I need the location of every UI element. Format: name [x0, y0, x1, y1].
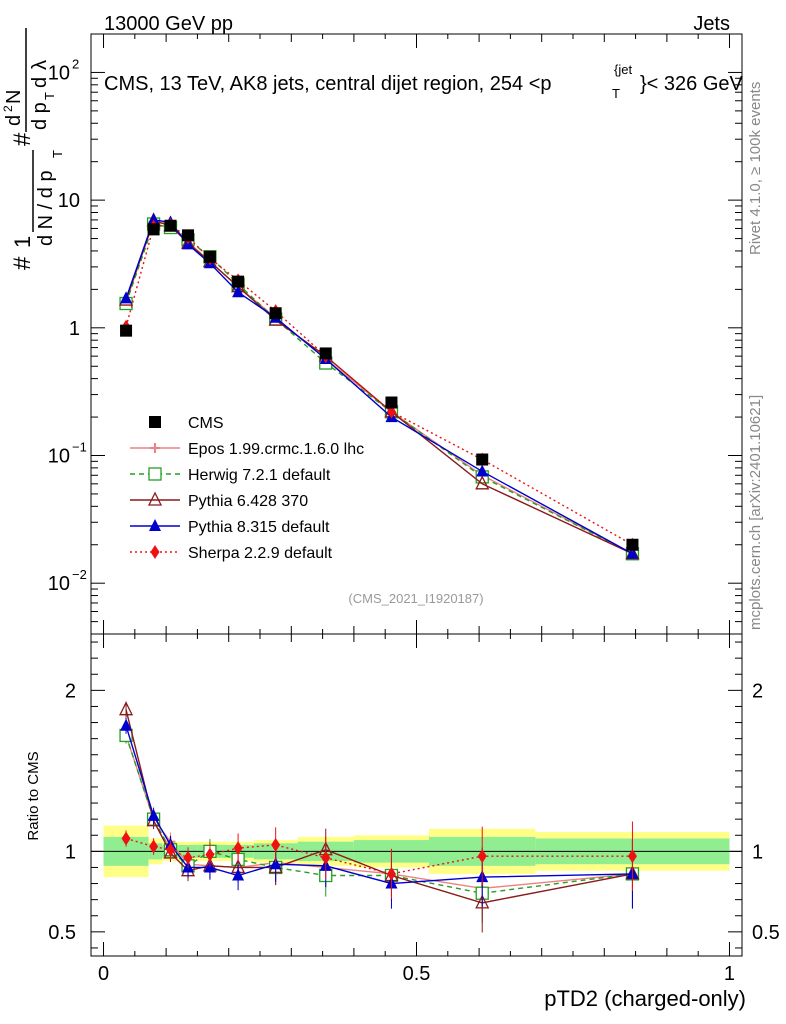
x-tick-label: 1 [724, 963, 735, 985]
y-tick-exponent: −2 [72, 567, 87, 582]
y-tick-label-main: 10 [48, 62, 70, 84]
cms-data-point [164, 219, 177, 232]
point-main [626, 546, 639, 559]
point-main [475, 475, 490, 490]
point-ratio [269, 857, 282, 870]
beam-label: 13000 GeV pp [104, 13, 233, 35]
point-ratio [477, 849, 487, 864]
y-tick-label-main: 10 [58, 190, 80, 212]
point-ratio [627, 849, 637, 864]
legend-marker [148, 467, 162, 481]
cms-data-point [120, 324, 133, 337]
svg-text:λ: λ [29, 60, 51, 70]
y-tick-label-ratio-right: 1 [752, 841, 763, 863]
point-ratio [120, 718, 133, 731]
point-ratio [119, 701, 134, 716]
point-ratio [205, 847, 215, 862]
svg-text:N: N [3, 90, 25, 104]
point-ratio [149, 839, 159, 854]
cms-data-point [182, 229, 195, 242]
svg-text:T: T [42, 92, 57, 100]
y-tick-label-ratio: 1 [65, 841, 76, 863]
point-ratio [165, 842, 175, 857]
legend-label: Herwig 7.2.1 default [188, 467, 331, 484]
series-cms-data [120, 219, 639, 551]
point-ratio [232, 868, 245, 881]
x-tick-label: 0.5 [403, 963, 431, 985]
point-main [476, 464, 489, 477]
plot-title-main: CMS, 13 TeV, AK8 jets, central dijet reg… [104, 73, 552, 95]
svg-text:d: d [29, 77, 51, 88]
cms-data-point [385, 396, 398, 409]
y-tick-exponent: −1 [72, 440, 87, 455]
legend-marker [149, 416, 161, 428]
svg-text:#: # [9, 256, 36, 270]
legend: CMS Epos 1.99.crmc.1.6.0 lhc Herwig 7.2.1 … [130, 415, 364, 562]
y-tick-label-main: 10 [48, 446, 70, 468]
svg-text:d: d [3, 115, 25, 126]
plot-title: CMS, 13 TeV, AK8 jets, central dijet reg… [104, 73, 552, 95]
cms-data-point [269, 307, 282, 320]
y-tick-label-ratio: 2 [65, 680, 76, 702]
y-tick-label-ratio-right: 2 [752, 680, 763, 702]
point-ratio [271, 837, 281, 852]
y-tick-exponent: 2 [72, 56, 79, 71]
y-tick-label-main: 1 [69, 318, 80, 340]
rivet-label: Rivet 4.1.0, ≥ 100k events [747, 82, 764, 255]
legend-marker [147, 491, 163, 506]
svg-text:T: T [50, 150, 65, 158]
point-ratio [475, 894, 490, 909]
y-tick-label-main: 10 [48, 573, 70, 595]
point-ratio [233, 841, 243, 856]
legend-label: Pythia 8.315 default [188, 519, 330, 536]
point-ratio [321, 850, 331, 865]
svg-text:#: # [9, 132, 36, 146]
point-main [120, 291, 133, 304]
plot-title-sub: T [612, 86, 620, 101]
point-ratio [386, 866, 396, 881]
svg-text:d N / d p: d N / d p [35, 170, 57, 246]
cms-data-point [232, 275, 245, 288]
cms-data-point [319, 347, 332, 360]
legend-label: Epos 1.99.crmc.1.6.0 lhc [188, 441, 364, 458]
series-layer [119, 212, 640, 933]
point-ratio [183, 850, 193, 865]
x-axis-title: pTD2 (charged-only) [544, 986, 746, 1011]
y-axis-title-main: # 1 d N / d p T # d 2 N d p T d λ [1, 28, 65, 270]
point-main [232, 285, 245, 298]
y-tick-label-ratio: 0.5 [48, 922, 76, 944]
svg-text:d p: d p [29, 102, 51, 130]
legend-label: Pythia 6.428 370 [188, 493, 308, 510]
legend-label: Sherpa 2.2.9 default [188, 545, 333, 562]
point-ratio [147, 808, 160, 821]
analysis-id: (CMS_2021_I1920187) [348, 591, 483, 606]
cms-data-point [203, 250, 216, 263]
point-ratio [121, 831, 131, 846]
y-tick-label-ratio-right: 0.5 [752, 922, 780, 944]
legend-marker [149, 519, 161, 531]
svg-text:1: 1 [10, 236, 35, 248]
cms-data-point [476, 453, 489, 466]
svg-text:2: 2 [1, 105, 15, 112]
mcplots-label: mcplots.cern.ch [arXiv:2401.10621] [747, 395, 764, 630]
cms-data-point [147, 223, 160, 236]
cms-data-point [626, 538, 639, 551]
legend-marker [150, 545, 160, 559]
process-label: Jets [693, 13, 730, 35]
plot-title-end: }< 326 GeV [640, 73, 744, 95]
plot-title-sup: {jet [614, 62, 632, 77]
y-axis-title-ratio: Ratio to CMS [25, 751, 42, 840]
point-main [147, 212, 160, 225]
x-tick-label: 0 [98, 963, 109, 985]
legend-label: CMS [188, 415, 224, 432]
